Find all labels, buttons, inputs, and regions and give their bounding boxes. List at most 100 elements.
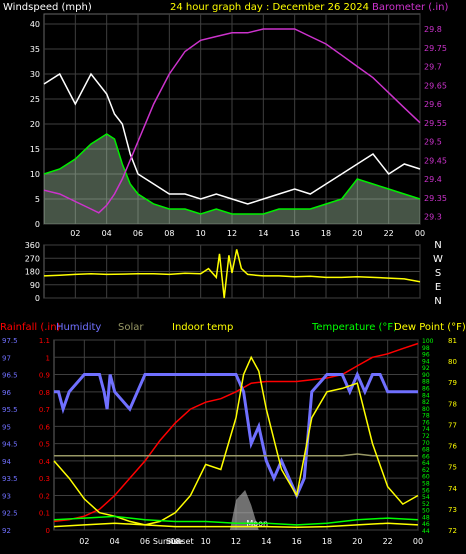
direction-y-tick: 90 — [30, 281, 40, 290]
wind-x-tick: 14 — [258, 229, 268, 238]
temp-y-tick: 84 — [422, 392, 430, 399]
graph-title: 24 hour graph day : December 26 2024 — [170, 2, 369, 13]
temp-y-tick: 82 — [422, 399, 430, 406]
humidity-y-tick: 94.5 — [2, 441, 18, 449]
wind-x-tick: 10 — [196, 229, 206, 238]
humidity-y-tick: 93.5 — [2, 475, 18, 483]
barometer-y-tick: 29.3 — [424, 213, 442, 222]
temp-y-tick: 90 — [422, 372, 430, 379]
wind-y-tick: 15 — [30, 145, 40, 154]
sensor-x-tick: 22 — [383, 537, 393, 546]
sensor-x-tick: 12 — [231, 537, 241, 546]
sensor-legend-left: Humidity — [56, 322, 101, 333]
temp-y-tick: 62 — [422, 467, 430, 474]
temp-y-tick: 54 — [422, 494, 430, 501]
temp-y-tick: 76 — [422, 419, 430, 426]
temp-y-tick: 48 — [422, 514, 430, 521]
humidity-line — [54, 370, 418, 500]
sensor-legend-left: Indoor temp — [172, 322, 233, 333]
temp-y-tick: 52 — [422, 501, 430, 508]
temp-y-tick: 78 — [422, 413, 430, 420]
rain-y-tick: 0 — [46, 527, 50, 535]
wind-x-tick: 12 — [227, 229, 237, 238]
direction-y-tick: 360 — [25, 241, 40, 250]
dewpoint-y-tick: 80 — [448, 358, 457, 366]
humidity-y-tick: 97.5 — [2, 337, 18, 345]
humidity-y-tick: 92 — [2, 527, 11, 535]
humidity-y-tick: 93 — [2, 492, 11, 500]
sensor-x-tick: 14 — [261, 537, 271, 546]
dewpoint-y-tick: 76 — [448, 443, 457, 451]
wind-y-tick: 20 — [30, 120, 40, 129]
rain-y-tick: 0.9 — [39, 372, 50, 380]
wind-avg-line — [43, 133, 421, 215]
legend-dewpoint: Dew Point (°F) — [394, 322, 466, 333]
temp-y-tick: 86 — [422, 386, 430, 393]
rainfall-line — [53, 342, 419, 523]
temp-y-tick: 60 — [422, 474, 430, 481]
temp-y-tick: 66 — [422, 453, 430, 460]
wind-x-tick: 08 — [164, 229, 174, 238]
barometer-line — [43, 28, 421, 214]
rain-y-tick: 0.8 — [39, 389, 50, 397]
temp-y-tick: 98 — [422, 345, 430, 352]
wind-x-tick: 20 — [352, 229, 362, 238]
compass-label: E — [435, 282, 441, 293]
wind-x-tick: 04 — [102, 229, 112, 238]
sensor-x-tick: 10 — [201, 537, 211, 546]
temp-y-tick: 88 — [422, 379, 430, 386]
humidity-y-tick: 95.5 — [2, 406, 18, 414]
dewpoint-y-tick: 72 — [448, 527, 457, 535]
sensor-legend-left: Rainfall (.in) — [0, 322, 61, 333]
barometer-y-tick: 29.65 — [424, 81, 447, 90]
wind-gust-line — [43, 72, 421, 205]
dewpoint-line — [53, 522, 419, 529]
sensor-x-tick: 04 — [110, 537, 120, 546]
dewpoint-y-tick: 73 — [448, 506, 457, 514]
rain-y-tick: 0.4 — [39, 458, 51, 466]
humidity-y-tick: 92.5 — [2, 510, 18, 518]
dewpoint-y-tick: 75 — [448, 464, 457, 472]
direction-y-tick: 180 — [25, 268, 40, 277]
humidity-y-tick: 97 — [2, 354, 11, 362]
legend-temperature: Temperature (°F) — [311, 322, 397, 333]
wind-y-tick: 35 — [30, 45, 40, 54]
barometer-y-tick: 29.55 — [424, 119, 447, 128]
barometer-y-tick: 29.45 — [424, 156, 447, 165]
temp-y-tick: 94 — [422, 358, 430, 365]
sensor-x-tick: 18 — [322, 537, 332, 546]
rain-y-tick: 0.7 — [39, 406, 50, 414]
temp-y-tick: 64 — [422, 460, 430, 467]
direction-y-tick: 270 — [25, 254, 40, 263]
compass-label: S — [435, 268, 441, 279]
sensor-legend-left: Solar — [118, 322, 144, 333]
wind-y-tick: 5 — [35, 195, 40, 204]
sensor-x-tick: 00 — [413, 537, 423, 546]
temp-y-tick: 74 — [422, 426, 430, 433]
rain-y-tick: 0.6 — [39, 423, 51, 431]
wind-y-tick: 30 — [30, 70, 40, 79]
dewpoint-y-tick: 74 — [448, 485, 457, 493]
rain-y-tick: 1 — [46, 354, 50, 362]
temp-y-tick: 72 — [422, 433, 430, 440]
temp-y-tick: 50 — [422, 508, 430, 515]
rain-y-tick: 0.2 — [39, 492, 50, 500]
temperature-line — [53, 515, 419, 526]
wind-x-tick: 00 — [415, 229, 425, 238]
rain-y-tick: 0.5 — [39, 441, 50, 449]
barometer-y-tick: 29.5 — [424, 138, 442, 147]
dewpoint-y-tick: 77 — [448, 421, 457, 429]
rain-y-tick: 0.3 — [39, 475, 50, 483]
barometer-axis-label: Barometer (.in) — [372, 2, 448, 13]
wind-x-tick: 16 — [290, 229, 300, 238]
temp-y-tick: 96 — [422, 352, 430, 359]
wind-x-tick: 06 — [133, 229, 143, 238]
temp-y-tick: 58 — [422, 481, 430, 488]
sensor-x-tick: 08 — [170, 537, 180, 546]
dewpoint-y-tick: 78 — [448, 400, 457, 408]
temp-y-tick: 44 — [422, 528, 430, 535]
wind-y-tick: 0 — [35, 220, 40, 229]
dewpoint-y-tick: 79 — [448, 379, 457, 387]
humidity-y-tick: 94 — [2, 458, 11, 466]
